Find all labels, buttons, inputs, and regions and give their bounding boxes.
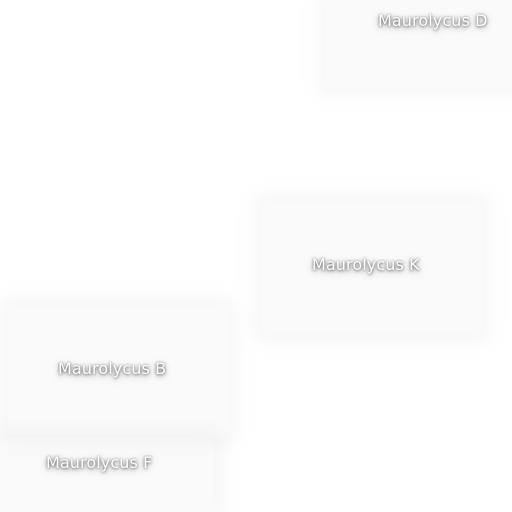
feature-label-maurolycus-d[interactable]: Maurolycus D xyxy=(378,11,488,30)
map-tile-left-middle xyxy=(8,306,228,438)
map-tile-top-right xyxy=(326,0,512,88)
map-tile-bottom-left xyxy=(0,438,214,512)
feature-label-maurolycus-b[interactable]: Maurolycus B xyxy=(58,359,167,378)
feature-label-maurolycus-f[interactable]: Maurolycus F xyxy=(46,453,153,472)
feature-label-maurolycus-k[interactable]: Maurolycus K xyxy=(312,255,420,274)
map-tile-center-right xyxy=(262,202,482,334)
